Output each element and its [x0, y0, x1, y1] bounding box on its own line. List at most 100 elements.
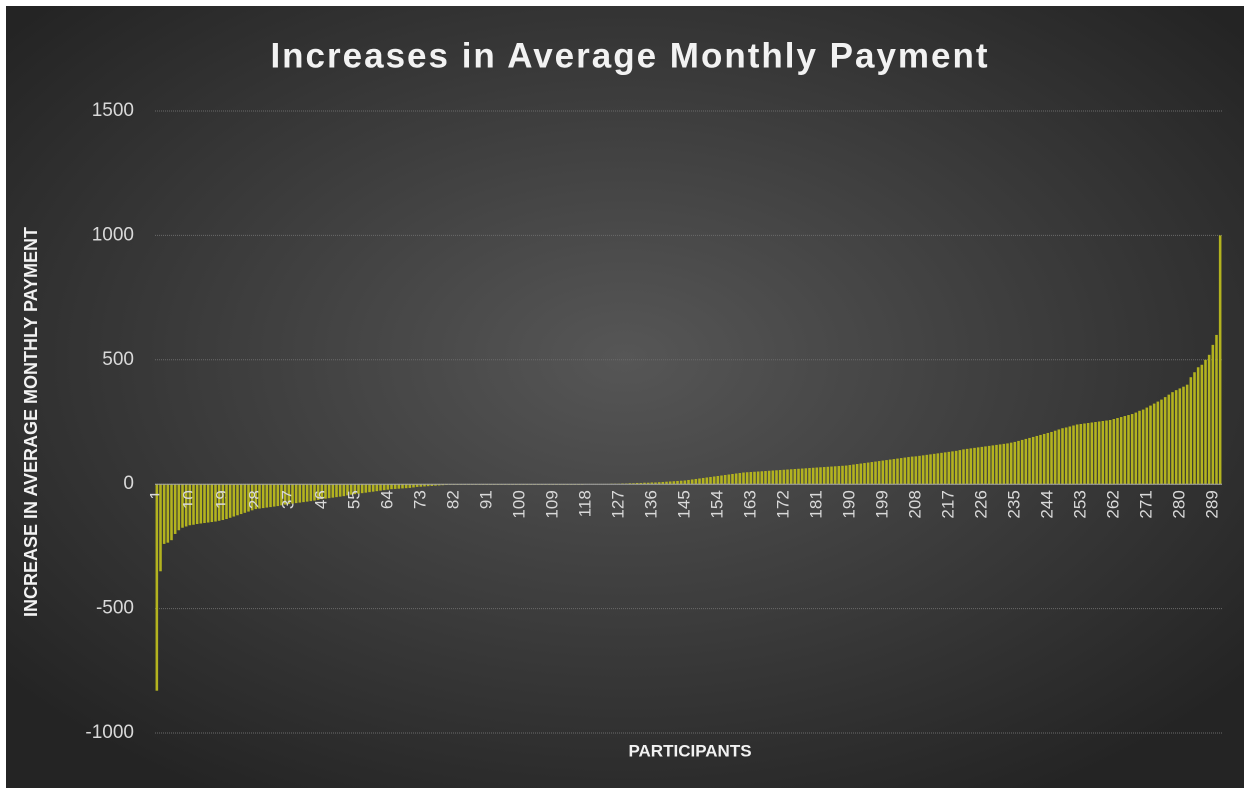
bar: [1035, 435, 1039, 485]
bar: [855, 464, 859, 485]
x-tick-label: 172: [773, 490, 792, 518]
bar: [1061, 428, 1064, 485]
bar: [283, 484, 287, 505]
bar: [1097, 421, 1101, 485]
bar: [965, 448, 969, 485]
bar: [998, 444, 1002, 485]
bar: [987, 445, 991, 485]
bar: [1042, 433, 1046, 485]
bar: [742, 472, 745, 485]
bar: [250, 484, 254, 511]
bar: [1017, 440, 1020, 485]
bar: [195, 484, 199, 525]
bar: [434, 484, 437, 486]
bar: [767, 470, 771, 485]
bar: [280, 484, 283, 506]
bar: [969, 448, 973, 485]
bar: [210, 484, 214, 523]
x-tick-label: 253: [1070, 490, 1089, 518]
bar: [269, 484, 272, 508]
x-tick-label: 73: [410, 490, 429, 509]
bar: [1101, 421, 1105, 485]
bar: [261, 484, 265, 509]
bar: [412, 484, 415, 488]
x-tick-label: 235: [1004, 490, 1023, 518]
bar: [679, 480, 683, 485]
bar: [371, 484, 375, 492]
bar: [932, 453, 936, 485]
x-tick-label: 163: [740, 490, 759, 518]
bar: [1002, 443, 1006, 485]
bar: [239, 484, 243, 515]
bar: [309, 484, 313, 502]
bar: [1145, 407, 1149, 485]
y-tick-label: 0: [123, 473, 134, 494]
bar: [320, 484, 324, 500]
bar: [1086, 422, 1090, 485]
bar: [360, 484, 364, 494]
bar: [349, 484, 353, 495]
bar: [423, 484, 426, 487]
bar: [1083, 423, 1086, 485]
bar: [951, 451, 954, 485]
y-tick-label: 500: [102, 349, 134, 370]
bar: [698, 478, 701, 485]
bar: [1167, 394, 1171, 485]
bar: [192, 484, 195, 525]
bar: [276, 484, 280, 507]
bar: [225, 484, 228, 520]
bar: [1189, 377, 1193, 485]
bar: [188, 484, 192, 526]
x-tick-label: 181: [806, 490, 825, 518]
bar: [199, 484, 203, 524]
bar: [720, 475, 723, 485]
bar: [294, 484, 298, 504]
bar: [1028, 437, 1031, 485]
bar: [694, 478, 698, 485]
bar: [221, 484, 225, 521]
bar: [760, 471, 764, 485]
bar: [1024, 438, 1028, 485]
bar: [203, 484, 206, 524]
bar: [984, 446, 987, 485]
bar: [1141, 409, 1145, 485]
x-tick-label: 109: [542, 490, 561, 518]
bar: [313, 484, 316, 501]
y-tick-label: 1000: [92, 224, 134, 245]
bar: [668, 481, 672, 485]
bar: [811, 467, 815, 485]
bar: [397, 484, 401, 489]
bar: [1006, 443, 1009, 485]
bar: [976, 447, 980, 485]
bar: [364, 484, 368, 493]
bar: [170, 484, 173, 541]
x-tick-label: 271: [1136, 490, 1155, 518]
bar: [723, 474, 727, 485]
x-tick-label: 289: [1202, 490, 1221, 518]
x-tick-label: 46: [311, 490, 330, 509]
x-tick-label: 37: [278, 490, 297, 509]
bar: [162, 484, 166, 544]
bar: [1211, 344, 1215, 485]
bar: [382, 484, 386, 491]
y-tick-label: -1000: [85, 722, 134, 743]
bar: [921, 455, 925, 485]
bar: [302, 484, 305, 503]
x-tick-label: 244: [1037, 490, 1056, 518]
bar: [995, 444, 998, 485]
bar: [943, 452, 947, 485]
bar: [437, 484, 441, 486]
bar: [247, 484, 250, 512]
bar: [316, 484, 320, 500]
bar: [874, 461, 877, 485]
x-tick-label: 154: [707, 490, 726, 518]
bar: [800, 468, 804, 485]
bar: [1123, 416, 1127, 485]
bar: [1171, 392, 1174, 485]
bar: [1174, 390, 1178, 485]
bar: [672, 481, 676, 485]
bar: [914, 456, 918, 485]
bar: [991, 445, 995, 485]
x-tick-label: 217: [938, 490, 957, 518]
bar: [1196, 367, 1200, 485]
